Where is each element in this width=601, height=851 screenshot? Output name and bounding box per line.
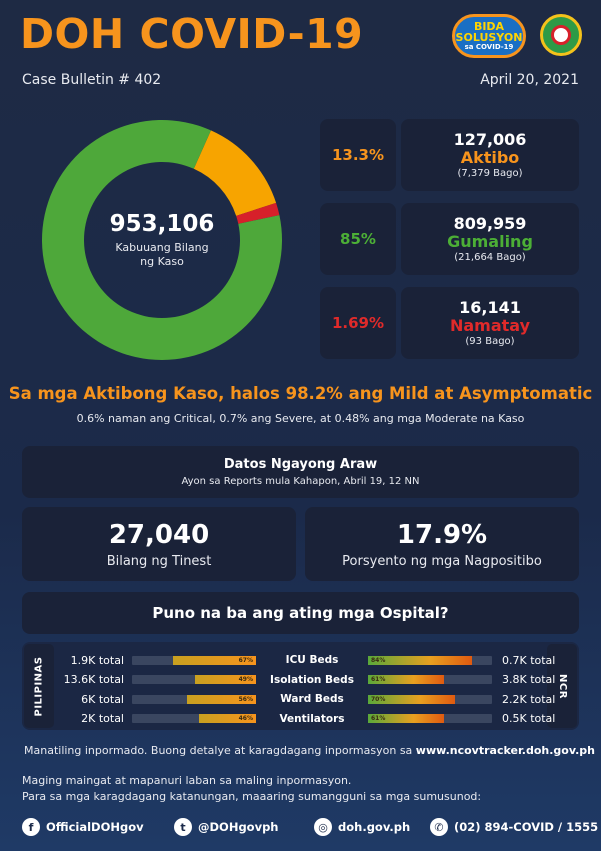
ph-capacity-bar: 56%	[132, 694, 256, 704]
hospital-resource-label: Ventilators	[279, 712, 345, 725]
ph-capacity-bar: 67%	[132, 655, 256, 665]
tests-card: 27,040 Bilang ng Tinest	[22, 507, 296, 581]
hospital-row: 2K total 46% Ventilators 61% 0.5K total	[56, 710, 570, 728]
twitter-icon: t	[174, 818, 192, 836]
donut-center: 953,106 Kabuuang Bilang ng Kaso	[40, 118, 284, 362]
facebook-link[interactable]: f OfficialDOHgov	[22, 818, 144, 836]
active-new: (7,379 Bago)	[457, 167, 523, 179]
ph-total: 13.6K total	[63, 673, 124, 686]
total-cases-label: Kabuuang Bilang ng Kaso	[115, 240, 209, 268]
ph-capacity-fill	[195, 675, 256, 684]
ncr-capacity-bar: 61%	[368, 714, 492, 723]
severity-headline: Sa mga Aktibong Kaso, halos 98.2% ang Mi…	[8, 384, 593, 403]
ncr-total: 3.8K total	[502, 673, 556, 686]
ph-capacity-percent: 49%	[238, 676, 253, 683]
hospital-resource-label: Isolation Beds	[270, 673, 354, 686]
ph-capacity-percent: 56%	[238, 695, 253, 703]
hospital-resource-label: Ward Beds	[280, 693, 344, 705]
deaths-value: 16,141	[459, 297, 521, 317]
severity-subheadline: 0.6% naman ang Critical, 0.7% ang Severe…	[76, 412, 525, 425]
hospitals-header-card: Puno na ba ang ating mga Ospital?	[22, 592, 579, 634]
twitter-link[interactable]: t @DOHgovph	[174, 818, 279, 836]
active-value: 127,006	[453, 129, 527, 149]
ncr-capacity-percent: 61%	[371, 715, 386, 722]
hospital-row: 6K total 56% Ward Beds 70% 2.2K total	[56, 690, 570, 708]
hospital-resource-label: ICU Beds	[285, 654, 339, 666]
ncr-capacity-percent: 61%	[371, 676, 386, 683]
donut-slice-gumaling	[42, 119, 283, 361]
deaths-percent: 1.69%	[331, 314, 385, 332]
deaths-label: Namatay	[449, 316, 531, 336]
bulletin-date: April 20, 2021	[480, 72, 579, 88]
hotline-link[interactable]: ✆ (02) 894-COVID / 1555	[430, 818, 598, 836]
recovered-cases-card: 809,959 Gumaling (21,664 Bago)	[401, 203, 579, 275]
tests-label: Bilang ng Tinest	[106, 553, 212, 569]
page-title: DOH COVID-19	[20, 10, 364, 58]
ph-total: 1.9K total	[70, 653, 124, 667]
ncr-capacity-bar: 70%	[368, 694, 492, 704]
facebook-icon: f	[22, 818, 40, 836]
donut-slice-aktibo	[193, 130, 277, 216]
ncr-total: 2.2K total	[502, 692, 556, 706]
recovered-percent-card: 85%	[320, 203, 396, 275]
hospital-row: 1.9K total 67% ICU Beds 84% 0.7K total	[56, 651, 570, 669]
active-label: Aktibo	[460, 148, 520, 168]
ncr-capacity-fill	[368, 714, 444, 723]
phone-icon: ✆	[430, 818, 448, 836]
ph-total: 6K total	[81, 692, 124, 706]
ncr-capacity-percent: 70%	[371, 695, 386, 703]
info-line: Manatiling inpormado. Buong detalye at k…	[24, 744, 596, 757]
ph-capacity-fill	[186, 694, 256, 704]
ncr-capacity-fill	[368, 675, 444, 684]
ncr-capacity-bar: 84%	[368, 655, 492, 665]
cases-donut-chart	[42, 119, 283, 361]
tests-value: 27,040	[108, 519, 210, 550]
total-cases: 953,106	[109, 210, 215, 237]
ph-capacity-fill	[172, 655, 256, 665]
positivity-value: 17.9%	[396, 519, 488, 550]
website-link[interactable]: ◎ doh.gov.ph	[314, 818, 410, 836]
deaths-new: (93 Bago)	[465, 335, 515, 347]
active-percent-card: 13.3%	[320, 119, 396, 191]
recovered-new: (21,664 Bago)	[454, 251, 526, 263]
ncr-tab: NCR	[547, 644, 577, 728]
today-title: Datos Ngayong Araw	[223, 457, 378, 472]
active-percent: 13.3%	[331, 146, 385, 164]
hospitals-title: Puno na ba ang ating mga Ospital?	[152, 604, 449, 622]
ncr-capacity-bar: 61%	[368, 675, 492, 684]
ncr-total: 0.7K total	[502, 653, 556, 667]
recovered-value: 809,959	[453, 213, 527, 233]
active-cases-card: 127,006 Aktibo (7,379 Bago)	[401, 119, 579, 191]
positivity-label: Porsyento ng mga Nagpositibo	[342, 553, 542, 569]
ph-capacity-percent: 46%	[238, 715, 253, 722]
doh-seal-logo	[540, 14, 582, 56]
ncr-total: 0.5K total	[502, 712, 556, 725]
globe-icon: ◎	[314, 818, 332, 836]
deaths-card: 16,141 Namatay (93 Bago)	[401, 287, 579, 359]
ph-total: 2K total	[81, 712, 124, 725]
bida-solusyon-logo: BIDA SOLUSYON sa COVID-19	[452, 14, 526, 58]
case-bulletin-number: Case Bulletin # 402	[22, 72, 162, 88]
ph-capacity-fill	[198, 714, 256, 723]
donut-slice-namatay	[236, 202, 280, 224]
tracker-link[interactable]: www.ncovtracker.doh.gov.ph	[415, 744, 596, 757]
pilipinas-tab: PILIPINAS	[24, 644, 54, 728]
ph-capacity-bar: 49%	[132, 675, 256, 684]
ncr-capacity-fill	[368, 694, 455, 704]
positivity-card: 17.9% Porsyento ng mga Nagpositibo	[305, 507, 579, 581]
ph-capacity-percent: 67%	[238, 656, 253, 664]
recovered-label: Gumaling	[447, 232, 533, 252]
ph-capacity-bar: 46%	[132, 714, 256, 723]
ncr-capacity-percent: 84%	[371, 656, 386, 664]
today-header-card: Datos Ngayong Araw Ayon sa Reports mula …	[22, 446, 579, 498]
deaths-percent-card: 1.69%	[320, 287, 396, 359]
recovered-percent: 85%	[340, 230, 376, 248]
today-subtitle: Ayon sa Reports mula Kahapon, Abril 19, …	[181, 476, 420, 487]
ncr-capacity-fill	[368, 655, 473, 665]
warning-text: Maging maingat at mapanuri laban sa mali…	[22, 774, 482, 803]
hospital-row: 13.6K total 49% Isolation Beds 61% 3.8K tota…	[56, 671, 570, 689]
